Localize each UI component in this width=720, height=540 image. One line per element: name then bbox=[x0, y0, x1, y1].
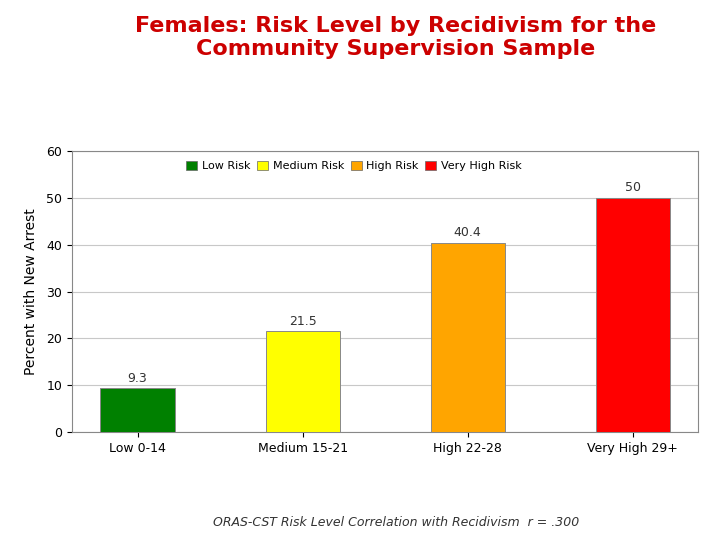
Text: Females: Risk Level by Recidivism for the
Community Supervision Sample: Females: Risk Level by Recidivism for th… bbox=[135, 16, 657, 59]
Bar bbox=[266, 332, 340, 432]
Legend: Low Risk, Medium Risk, High Risk, Very High Risk: Low Risk, Medium Risk, High Risk, Very H… bbox=[182, 157, 526, 176]
Text: 40.4: 40.4 bbox=[454, 226, 482, 239]
Text: 50: 50 bbox=[625, 181, 641, 194]
Y-axis label: Percent with New Arrest: Percent with New Arrest bbox=[24, 208, 38, 375]
Text: 9.3: 9.3 bbox=[127, 372, 148, 384]
Bar bbox=[595, 198, 670, 432]
Bar bbox=[431, 243, 505, 432]
Bar bbox=[101, 388, 175, 432]
Text: ORAS-CST Risk Level Correlation with Recidivism  r = .300: ORAS-CST Risk Level Correlation with Rec… bbox=[213, 516, 579, 529]
Text: 21.5: 21.5 bbox=[289, 315, 317, 328]
